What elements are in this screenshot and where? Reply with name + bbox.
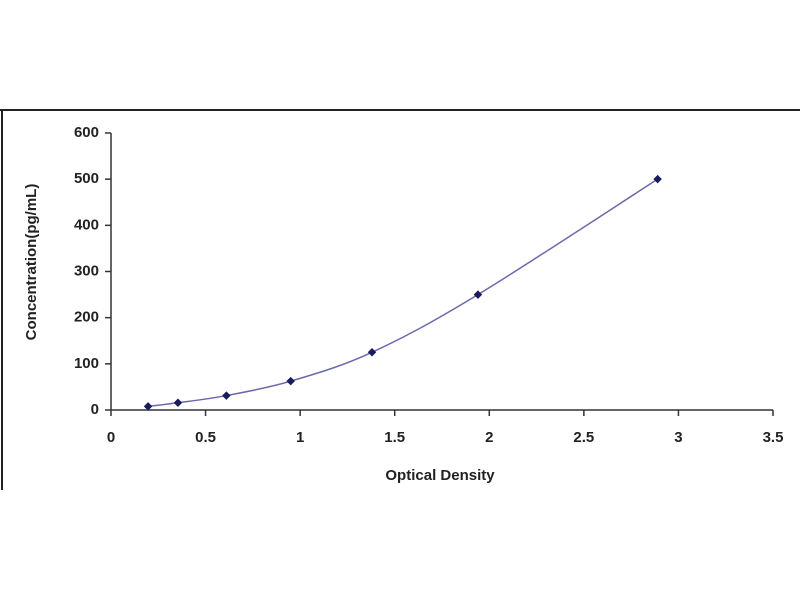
- y-tick-label: 200: [74, 309, 99, 326]
- point: [367, 348, 377, 357]
- point: [473, 290, 483, 299]
- x-tick-label: 2.5: [573, 429, 594, 446]
- point: [653, 174, 662, 184]
- y-tick-label: 100: [74, 355, 99, 372]
- x-tick-label: 3.5: [763, 429, 784, 446]
- point: [286, 376, 295, 386]
- x-tick-label: 2: [485, 429, 493, 446]
- y-tick-label: 300: [74, 262, 99, 279]
- y-tick-label: 500: [74, 170, 99, 187]
- y-tick-label: 600: [74, 124, 99, 141]
- x-axis-label: Optical Density: [385, 467, 495, 484]
- x-tick-label: 0: [107, 429, 115, 446]
- y-tick-label: 400: [74, 216, 99, 233]
- x-tick-label: 1: [296, 429, 304, 446]
- point: [222, 391, 231, 400]
- x-tick-label: 0.5: [195, 429, 216, 446]
- y-tick-label: 0: [91, 401, 99, 418]
- point: [143, 402, 153, 411]
- y-axis-label: Concentration(pg/mL): [23, 184, 40, 341]
- point: [173, 398, 183, 408]
- x-tick-label: 1.5: [384, 429, 405, 446]
- x-tick-label: 3: [674, 429, 682, 446]
- fit-curve: [147, 178, 659, 408]
